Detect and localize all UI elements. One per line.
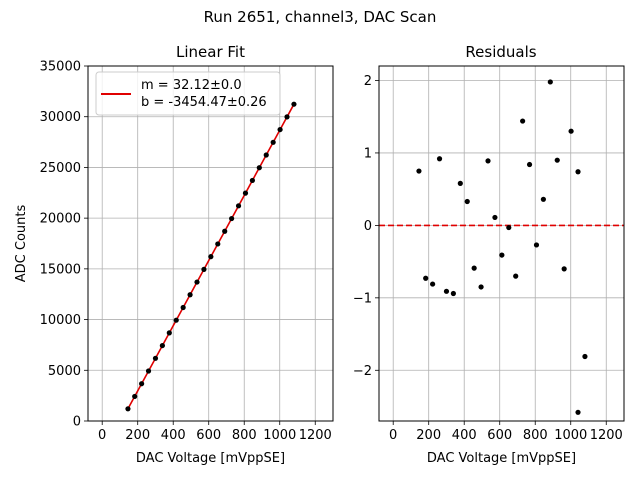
linear-fit-grid <box>88 65 333 422</box>
data-point <box>263 152 269 158</box>
data-point <box>291 101 297 107</box>
linear-fit-ytick-label: 5000 <box>48 364 81 379</box>
legend-box <box>95 71 281 116</box>
data-point <box>277 126 283 133</box>
linear-fit-panel: Linear Fit 0 200 400 600 800 1000 1200 0 5000 100… <box>14 43 334 466</box>
linear-fit-axes-frame <box>87 65 334 422</box>
linear-fit-ytick-label: 0 <box>73 415 81 430</box>
residual-point <box>485 158 491 164</box>
residual-point <box>540 196 546 202</box>
residual-point <box>430 281 436 287</box>
residuals-xtick-label: 1000 <box>554 428 587 443</box>
residual-point <box>457 180 463 186</box>
legend-slope-label: m = 32.12±0.0 <box>141 78 242 93</box>
data-point <box>249 177 255 184</box>
linear-fit-ylabel: ADC Counts <box>14 205 29 283</box>
residual-point <box>575 169 581 175</box>
data-point <box>145 368 152 374</box>
residual-point <box>499 252 505 258</box>
residual-point <box>568 128 574 134</box>
linear-fit-title: Linear Fit <box>176 43 245 61</box>
linear-fit-xtick-label: 800 <box>232 428 257 443</box>
data-point <box>284 114 290 120</box>
residuals-axes-frame <box>378 65 625 422</box>
residuals-panel: Residuals 0 200 400 600 800 1000 1200 −2 −1 0 1 2 D… <box>353 43 625 466</box>
data-point <box>125 406 131 412</box>
residuals-ytick-label: −2 <box>353 364 372 379</box>
residual-point <box>416 168 422 174</box>
data-point <box>173 317 179 323</box>
residuals-xtick-label: 1200 <box>590 428 623 443</box>
residual-point <box>520 118 526 124</box>
legend-intercept-label: b = -3454.47±0.26 <box>141 95 267 110</box>
data-point <box>132 393 138 400</box>
data-point <box>208 254 214 260</box>
linear-fit-xlabel: DAC Voltage [mVppSE] <box>136 451 285 466</box>
linear-fit-xtick-label: 1200 <box>299 428 332 443</box>
residual-point <box>478 284 484 290</box>
data-point <box>139 381 145 387</box>
data-point <box>201 266 207 272</box>
data-point <box>187 292 193 298</box>
linear-fit-ytick-label: 25000 <box>40 161 81 176</box>
data-point <box>166 330 172 336</box>
residual-point <box>450 290 456 297</box>
residuals-xtick-label: 200 <box>416 428 441 443</box>
residual-point <box>443 288 450 294</box>
linear-fit-ytick-label: 20000 <box>40 212 81 227</box>
residual-point <box>464 198 470 205</box>
data-point <box>222 228 228 234</box>
linear-fit-ytick-label: 15000 <box>40 262 81 277</box>
residuals-xtick-label: 600 <box>487 428 512 443</box>
residual-point <box>506 224 512 231</box>
residuals-xlabel: DAC Voltage [mVppSE] <box>427 451 576 466</box>
residual-point <box>575 409 581 415</box>
linear-fit-ytick-label: 30000 <box>40 110 81 125</box>
linear-fit-points <box>125 101 297 412</box>
residual-point <box>423 275 429 281</box>
data-point <box>194 279 200 285</box>
data-point <box>159 342 165 349</box>
residuals-ytick-label: −1 <box>353 291 372 306</box>
residuals-title: Residuals <box>465 43 536 61</box>
data-point <box>256 165 262 171</box>
linear-fit-xtick-label: 400 <box>161 428 186 443</box>
linear-fit-xtick-label: 0 <box>98 428 106 443</box>
data-point <box>235 203 242 209</box>
linear-fit-xtick-label: 1000 <box>263 428 296 443</box>
residual-point <box>582 353 588 360</box>
linear-fit-ticks: 0 200 400 600 800 1000 1200 0 5000 10000 15000 2000… <box>40 60 332 444</box>
residual-point <box>533 242 540 248</box>
residuals-ytick-label: 0 <box>364 219 372 234</box>
residual-point <box>436 156 443 162</box>
data-point <box>152 355 159 361</box>
residuals-ticks: 0 200 400 600 800 1000 1200 −2 −1 0 1 2 <box>353 74 623 443</box>
residual-point <box>526 161 533 168</box>
residual-point <box>471 265 477 271</box>
residual-point <box>561 266 567 272</box>
linear-fit-xtick-label: 200 <box>125 428 150 443</box>
data-point <box>270 139 276 145</box>
residual-point <box>492 214 498 221</box>
residuals-ytick-label: 1 <box>364 146 372 161</box>
residuals-points <box>416 79 588 415</box>
residuals-xtick-label: 400 <box>452 428 477 443</box>
linear-fit-ytick-label: 35000 <box>40 60 81 75</box>
data-point <box>180 304 186 311</box>
data-point <box>242 190 249 196</box>
residual-point <box>554 157 560 163</box>
linear-fit-ytick-label: 10000 <box>40 313 81 328</box>
residuals-ytick-label: 2 <box>364 74 372 89</box>
residuals-grid <box>379 66 624 421</box>
residuals-xtick-label: 800 <box>523 428 548 443</box>
figure-title: Run 2651, channel3, DAC Scan <box>204 8 437 26</box>
data-point <box>215 241 221 247</box>
residuals-xtick-label: 0 <box>389 428 397 443</box>
legend: m = 32.12±0.0 b = -3454.47±0.26 <box>95 71 281 116</box>
residual-point <box>547 79 553 85</box>
residual-point <box>513 273 519 279</box>
data-point <box>229 215 235 222</box>
linear-fit-xtick-label: 600 <box>196 428 221 443</box>
